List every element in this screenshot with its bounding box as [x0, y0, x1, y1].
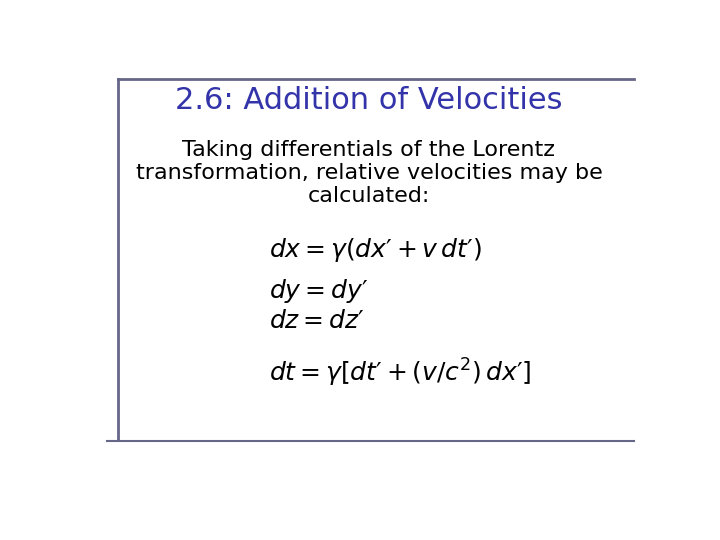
Text: Taking differentials of the Lorentz
transformation, relative velocities may be
c: Taking differentials of the Lorentz tran… [135, 140, 603, 206]
Text: $dx = \gamma(dx\mathregular{\prime}+v\, dt\mathregular{\prime})$: $dx = \gamma(dx\mathregular{\prime}+v\, … [269, 236, 481, 264]
Text: $dt = \gamma[dt\mathregular{\prime}+(v/c^{2})\,dx\mathregular{\prime}]$: $dt = \gamma[dt\mathregular{\prime}+(v/c… [269, 356, 531, 389]
Text: $dy = dy\mathregular{\prime}$: $dy = dy\mathregular{\prime}$ [269, 278, 368, 306]
Text: $dz = dz\mathregular{\prime}$: $dz = dz\mathregular{\prime}$ [269, 308, 364, 333]
Text: 2.6: Addition of Velocities: 2.6: Addition of Velocities [175, 86, 563, 114]
